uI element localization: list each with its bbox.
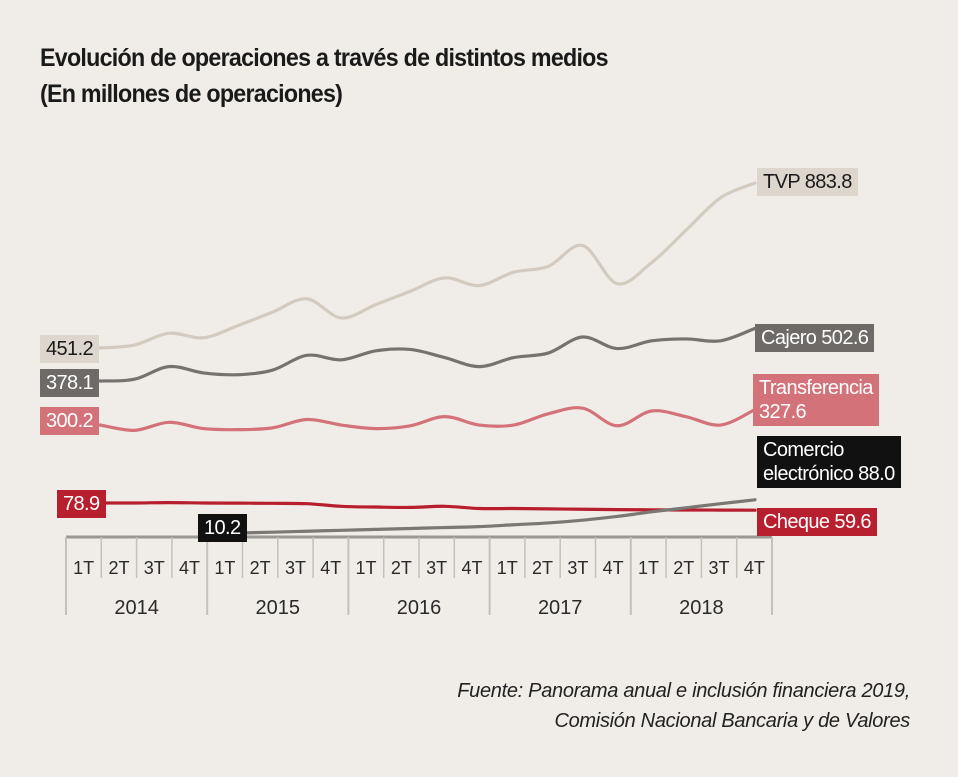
x-tick-label: 4T xyxy=(461,558,482,578)
x-tick-label: 1T xyxy=(73,558,94,578)
x-tick-label: 3T xyxy=(426,558,447,578)
end-label-cajero: Cajero 502.6 xyxy=(755,324,875,352)
x-tick-label: 3T xyxy=(709,558,730,578)
series-line-transferencia xyxy=(98,406,757,432)
x-tick-label: 2T xyxy=(108,558,129,578)
x-tick-label: 4T xyxy=(320,558,341,578)
end-label-cheque: Cheque 59.6 xyxy=(757,508,877,536)
x-tick-label: 3T xyxy=(567,558,588,578)
source-line1: Fuente: Panorama anual e inclusión finan… xyxy=(457,680,910,702)
series-line-comercio-electronico xyxy=(236,498,757,535)
x-tick-label: 4T xyxy=(744,558,765,578)
x-tick-label: 2T xyxy=(391,558,412,578)
x-year-label: 2017 xyxy=(538,597,583,619)
source-note: Fuente: Panorama anual e inclusión finan… xyxy=(457,676,910,736)
chart-title-line2: (En millones de operaciones) xyxy=(40,80,343,108)
start-label-cheque: 78.9 xyxy=(57,490,106,518)
chart-title-line1: Evolución de operaciones a través de dis… xyxy=(40,44,609,72)
x-tick-label: 1T xyxy=(497,558,518,578)
x-tick-label: 4T xyxy=(603,558,624,578)
end-label-comercio-electronico: Comercio electrónico 88.0 xyxy=(757,436,901,488)
start-label-tvp: 451.2 xyxy=(40,335,100,363)
start-label-transferencia: 300.2 xyxy=(40,407,100,435)
start-label-comercio-electronico: 10.2 xyxy=(198,514,247,542)
x-tick-label: 1T xyxy=(214,558,235,578)
series-line-cheque xyxy=(98,501,757,512)
x-tick-label: 2T xyxy=(673,558,694,578)
x-tick-label: 1T xyxy=(638,558,659,578)
source-line2: Comisión Nacional Bancaria y de Valores xyxy=(554,710,910,732)
series-line-cajero xyxy=(98,326,757,383)
start-label-cajero: 378.1 xyxy=(40,369,100,397)
x-year-label: 2016 xyxy=(397,597,442,619)
end-label-transferencia: Transferencia 327.6 xyxy=(753,374,879,426)
x-tick-label: 2T xyxy=(532,558,553,578)
series-line-tvp xyxy=(98,181,757,350)
x-tick-label: 3T xyxy=(285,558,306,578)
x-tick-label: 2T xyxy=(250,558,271,578)
x-tick-label: 3T xyxy=(144,558,165,578)
x-tick-label: 1T xyxy=(356,558,377,578)
x-year-label: 2014 xyxy=(114,597,159,619)
x-year-label: 2018 xyxy=(679,597,724,619)
chart-title: Evolución de operaciones a través de dis… xyxy=(40,40,609,112)
x-year-label: 2015 xyxy=(256,597,301,619)
x-tick-label: 4T xyxy=(179,558,200,578)
end-label-tvp: TVP 883.8 xyxy=(757,168,858,196)
